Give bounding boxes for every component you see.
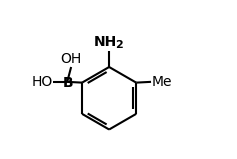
Text: NH: NH xyxy=(94,35,117,49)
Text: B: B xyxy=(63,76,73,90)
Text: OH: OH xyxy=(60,52,82,66)
Text: Me: Me xyxy=(152,75,172,89)
Text: HO: HO xyxy=(31,75,52,89)
Text: 2: 2 xyxy=(115,40,123,50)
